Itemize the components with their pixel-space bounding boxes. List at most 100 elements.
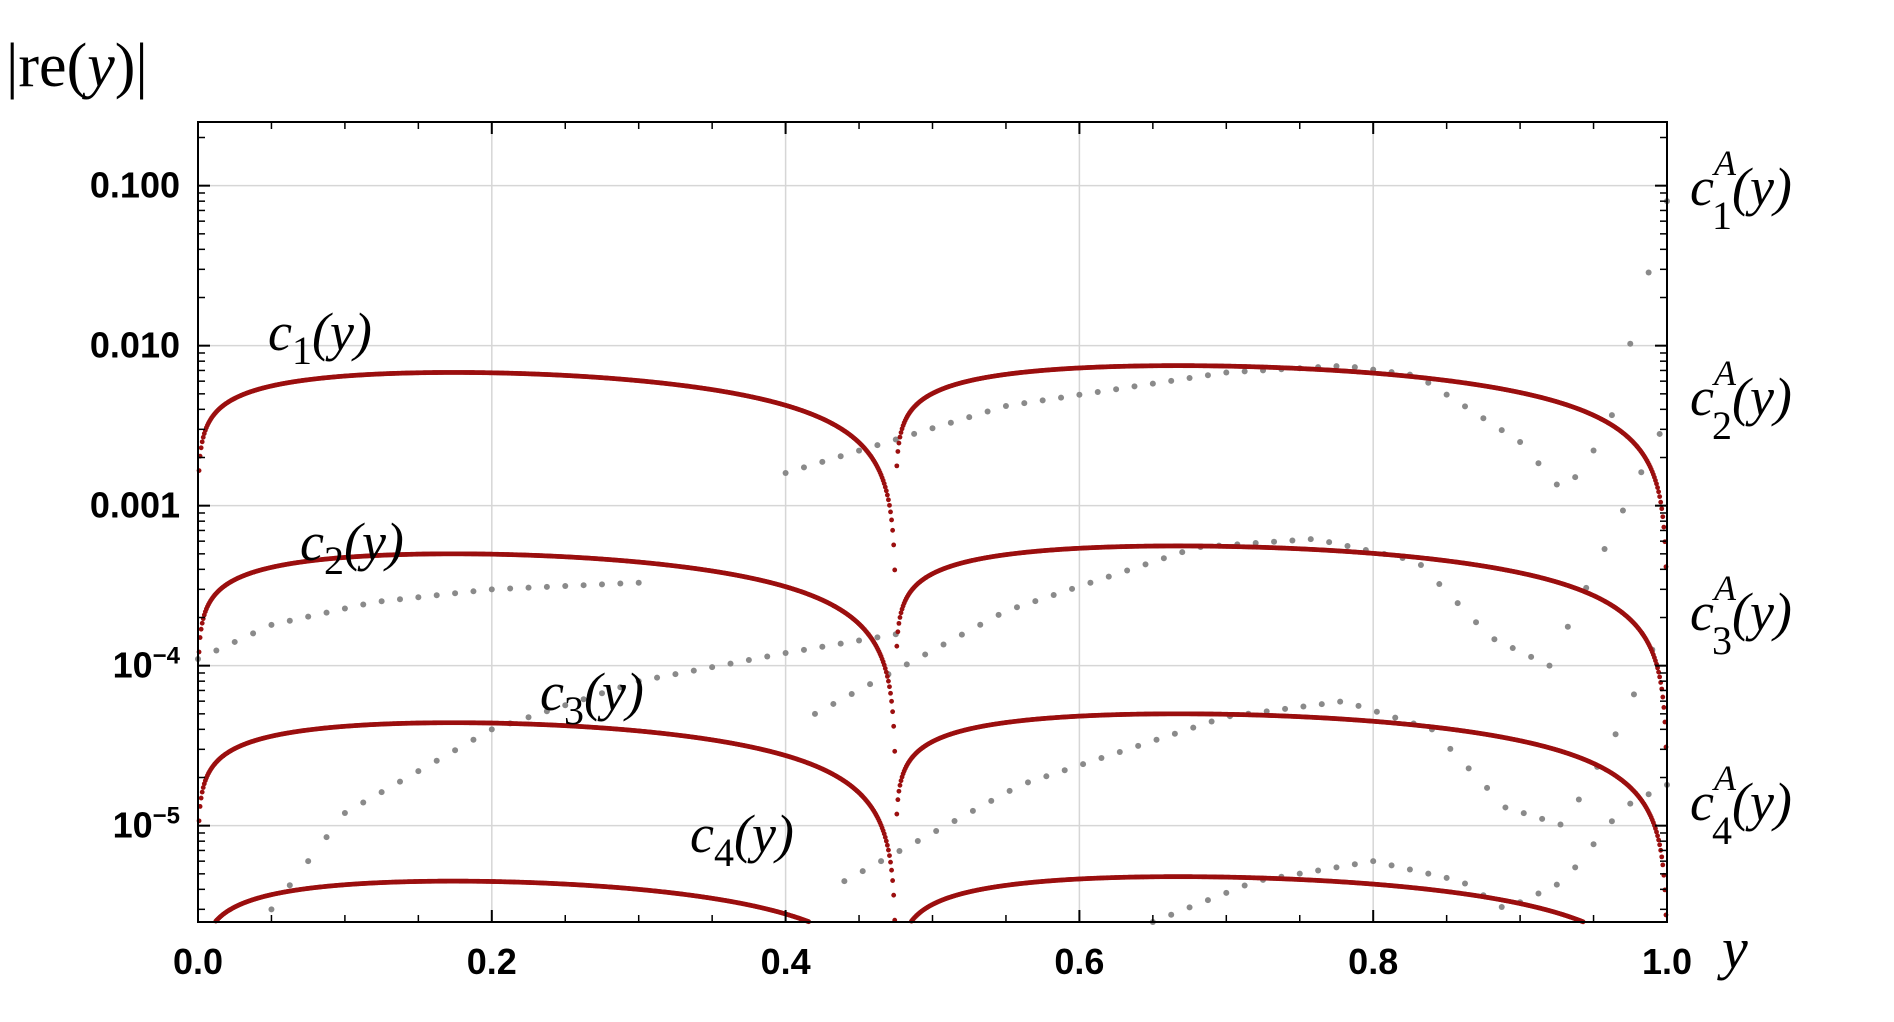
point-c4A(y): [1590, 841, 1597, 848]
extra-dotted-point: [562, 583, 569, 590]
point-c2A(y): [1491, 636, 1498, 643]
point-c3A(y): [933, 827, 940, 834]
point-c1A(y): [1204, 372, 1211, 379]
extra-dotted-point: [874, 634, 881, 641]
point-c3A(y): [1282, 705, 1289, 712]
extra-dotted-point: [268, 621, 275, 628]
point-c1(y): [892, 567, 898, 573]
point-c2A(y): [940, 641, 947, 648]
point-c4A(y): [1462, 880, 1469, 887]
extra-dotted-point: [470, 588, 477, 595]
extra-dotted-point: [617, 580, 624, 587]
point-c1A(y): [1608, 412, 1615, 419]
point-c2A(y): [1417, 561, 1424, 568]
point-c4A(y): [1388, 862, 1395, 869]
extra-dotted-point: [378, 598, 385, 605]
point-c3(y): [1655, 833, 1660, 839]
point-c2A(y): [1326, 539, 1333, 546]
point-c3A(y): [1300, 703, 1307, 710]
series-c4A(y): [1149, 781, 1670, 925]
extra-dotted-point: [268, 906, 275, 913]
point-c2A(y): [922, 651, 929, 658]
point-c1A(y): [1149, 380, 1156, 387]
point-c2A(y): [1124, 567, 1131, 574]
point-c3(y): [887, 853, 892, 858]
point-c2A(y): [1105, 573, 1112, 580]
point-c2A(y): [1289, 537, 1296, 544]
point-c3(y): [895, 797, 901, 803]
extra-dotted-point: [672, 671, 679, 678]
point-c1A(y): [911, 430, 918, 437]
extra-dotted-point: [286, 882, 293, 889]
point-c2(y): [199, 620, 205, 626]
point-c2(y): [198, 626, 204, 632]
point-c3A(y): [1447, 745, 1454, 752]
point-c3(y): [888, 859, 893, 865]
extra-dotted-point: [598, 581, 605, 588]
point-c1A(y): [1021, 400, 1028, 407]
point-c2(y): [1656, 669, 1662, 675]
point-c2A(y): [1013, 604, 1020, 611]
point-c2A(y): [1454, 600, 1461, 607]
point-c1A(y): [1535, 460, 1542, 467]
extra-dotted-point: [727, 660, 734, 667]
extra-dotted-point: [635, 579, 642, 586]
extra-dotted-point: [378, 789, 385, 796]
extra-dotted-point: [470, 736, 477, 743]
point-c3A(y): [841, 878, 848, 885]
extra-dotted-curve: [195, 579, 642, 663]
extra-dotted-point: [415, 594, 422, 601]
series-c3A(y): [841, 646, 1656, 885]
point-c3A(y): [969, 807, 976, 814]
point-c1A(y): [947, 419, 954, 426]
extra-dotted-point: [543, 583, 550, 590]
point-c1A(y): [1480, 415, 1487, 422]
point-c1A(y): [984, 408, 991, 415]
point-c1(y): [890, 527, 896, 533]
point-c4A(y): [1351, 861, 1358, 868]
point-c1A(y): [1443, 391, 1450, 398]
point-c1(y): [897, 434, 903, 440]
point-c3A(y): [951, 817, 958, 824]
extra-dotted-point: [433, 757, 440, 764]
extra-dotted-point: [856, 637, 863, 644]
point-c1A(y): [1572, 474, 1579, 481]
point-c2A(y): [1509, 645, 1516, 652]
point-c2A(y): [1307, 536, 1314, 543]
point-c3A(y): [914, 838, 921, 845]
point-c3A(y): [1337, 698, 1344, 705]
extra-dotted-point: [525, 714, 532, 721]
extra-dotted-curve: [268, 631, 899, 913]
point-c1A(y): [837, 453, 844, 460]
point-c2A(y): [977, 621, 984, 628]
point-c1A(y): [966, 414, 973, 421]
point-c2(y): [1661, 705, 1667, 710]
point-c1A(y): [892, 436, 899, 443]
point-c1(y): [891, 542, 897, 548]
point-c1(y): [894, 463, 900, 469]
grid-layer: [198, 122, 1667, 922]
point-c3A(y): [1355, 702, 1362, 709]
point-c1A(y): [1590, 447, 1597, 454]
point-c3A(y): [1373, 708, 1380, 715]
point-c3(y): [897, 782, 903, 788]
point-c3A(y): [1006, 787, 1013, 794]
extra-dotted-point: [213, 647, 220, 654]
extra-dotted-point: [323, 834, 330, 841]
extra-dotted-point: [360, 601, 367, 608]
point-c3A(y): [988, 797, 995, 804]
point-c2A(y): [958, 631, 965, 638]
point-c1A(y): [800, 464, 807, 471]
point-c2A(y): [1528, 653, 1535, 660]
extra-dotted-point: [488, 586, 495, 593]
point-c3A(y): [1318, 701, 1325, 708]
point-c1A(y): [1627, 340, 1634, 347]
point-c4A(y): [1370, 858, 1377, 865]
point-c4A(y): [1333, 864, 1340, 871]
point-c2A(y): [830, 700, 837, 707]
point-c2(y): [1660, 694, 1666, 700]
point-c1(y): [1658, 499, 1664, 505]
extra-dotted-point: [433, 592, 440, 599]
extra-dotted-point: [764, 653, 771, 660]
